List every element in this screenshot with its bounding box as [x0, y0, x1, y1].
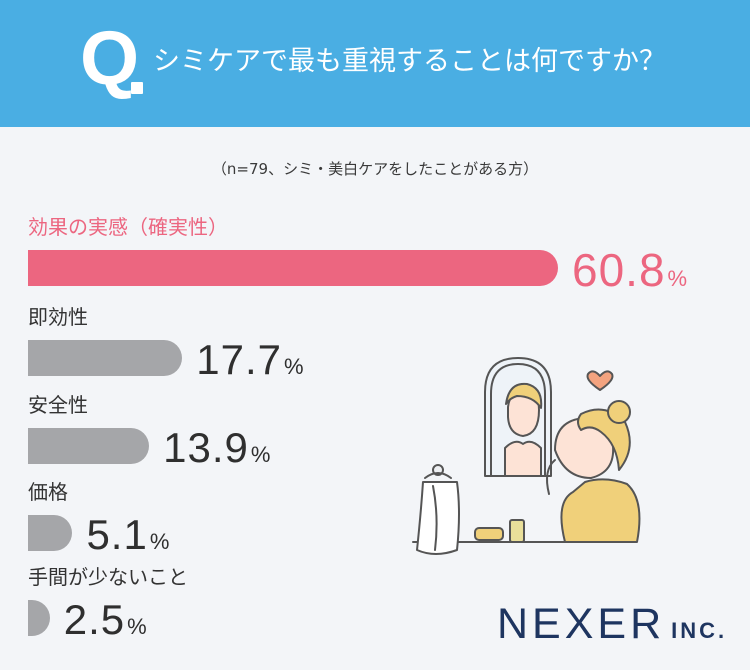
bar — [28, 515, 73, 551]
header-banner: Q シミケアで最も重視することは何ですか？ — [0, 0, 750, 127]
value-label: 13.9% — [163, 424, 272, 471]
logo-suffix: INC. — [671, 618, 728, 643]
category-label: 価格 — [28, 480, 68, 504]
value-label: 17.7% — [196, 336, 305, 383]
category-label: 効果の実感（確実性） — [28, 215, 228, 239]
bar — [28, 250, 558, 286]
bar — [28, 428, 150, 464]
logo-main: NEXER — [497, 600, 666, 648]
category-label: 即効性 — [28, 305, 88, 329]
woman-mirror-illustration-icon — [412, 357, 641, 555]
value-label: 2.5% — [63, 596, 148, 643]
category-label: 手間が少ないこと — [28, 565, 188, 589]
value-label: 60.8% — [572, 244, 689, 296]
value-label: 5.1% — [86, 511, 171, 558]
bar — [28, 600, 50, 636]
q-letter: Q — [80, 16, 140, 101]
nexer-logo: NEXER INC. — [497, 600, 728, 648]
question-title: シミケアで最も重視することは何ですか？ — [153, 46, 666, 77]
q-dot — [131, 82, 143, 94]
bar — [28, 340, 183, 376]
category-label: 安全性 — [28, 393, 88, 417]
sample-note: （n=79、シミ・美白ケアをしたことがある方） — [211, 160, 539, 178]
